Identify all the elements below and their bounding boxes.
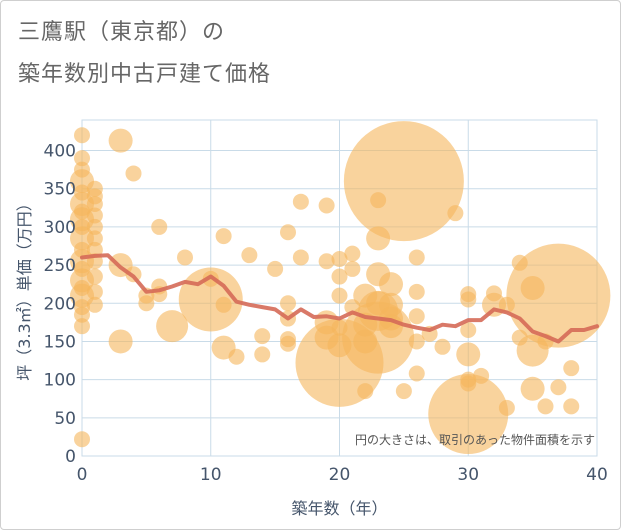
y-tick-label: 300 bbox=[44, 218, 76, 238]
data-bubble bbox=[447, 205, 464, 222]
data-bubble bbox=[563, 398, 580, 415]
x-tick-label: 0 bbox=[77, 465, 88, 485]
data-bubble bbox=[280, 224, 296, 241]
y-tick-label: 150 bbox=[44, 332, 76, 352]
data-bubble bbox=[151, 218, 168, 235]
data-bubble bbox=[86, 296, 103, 313]
data-bubble bbox=[428, 374, 509, 454]
data-bubble bbox=[460, 322, 477, 338]
data-bubble bbox=[86, 196, 103, 212]
data-bubble bbox=[108, 329, 133, 354]
data-bubble bbox=[74, 127, 90, 144]
data-bubble bbox=[395, 383, 412, 400]
data-bubble bbox=[292, 249, 309, 266]
data-bubble bbox=[408, 365, 425, 382]
data-bubble bbox=[86, 218, 103, 235]
data-bubble bbox=[292, 193, 309, 210]
data-bubble bbox=[408, 283, 425, 300]
data-bubble bbox=[70, 226, 94, 251]
data-bubble bbox=[318, 253, 335, 270]
data-bubble bbox=[408, 308, 425, 325]
data-bubble bbox=[254, 328, 271, 345]
data-bubble bbox=[331, 287, 348, 304]
data-bubble bbox=[563, 360, 580, 377]
data-bubble bbox=[86, 207, 103, 224]
data-bubble bbox=[177, 249, 193, 266]
x-tick-label: 20 bbox=[329, 465, 351, 485]
y-axis-label: 坪（3.3㎡）単価（万円） bbox=[15, 195, 34, 380]
bubble-size-note: 円の大きさは、取引のあった物件面積を示す bbox=[355, 432, 595, 447]
data-bubble bbox=[460, 291, 477, 308]
y-tick-label: 200 bbox=[44, 294, 76, 314]
x-tick-label: 40 bbox=[586, 465, 608, 485]
average-price-line bbox=[80, 253, 599, 344]
data-bubble bbox=[550, 379, 567, 396]
data-bubble bbox=[537, 398, 554, 415]
y-tick-label: 250 bbox=[44, 256, 76, 276]
x-axis-label: 築年数（年） bbox=[291, 499, 387, 518]
data-bubble bbox=[408, 249, 425, 266]
data-bubble bbox=[344, 245, 361, 262]
y-tick-label: 350 bbox=[44, 180, 76, 200]
data-bubble bbox=[498, 399, 515, 416]
data-bubble bbox=[74, 431, 90, 448]
chart-title-line1: 三鷹駅（東京都）の bbox=[18, 20, 226, 45]
data-bubble bbox=[280, 295, 296, 312]
x-tick-label: 30 bbox=[457, 465, 479, 485]
data-bubble bbox=[434, 338, 451, 355]
data-bubble bbox=[280, 335, 296, 352]
data-bubble bbox=[456, 342, 481, 367]
data-bubble bbox=[74, 306, 90, 323]
data-bubble bbox=[215, 296, 232, 313]
data-bubble bbox=[520, 376, 545, 401]
x-tick-label: 10 bbox=[200, 465, 222, 485]
data-bubble bbox=[379, 272, 403, 297]
y-tick-label: 50 bbox=[54, 409, 76, 429]
data-bubble bbox=[506, 243, 611, 348]
data-bubble bbox=[344, 260, 361, 277]
data-bubble bbox=[228, 348, 245, 365]
data-bubble bbox=[473, 367, 490, 384]
y-tick-label: 100 bbox=[44, 371, 76, 391]
data-bubble bbox=[86, 283, 103, 300]
data-bubble bbox=[343, 121, 464, 242]
data-bubble bbox=[318, 197, 335, 214]
data-bubble bbox=[86, 230, 103, 247]
data-bubble bbox=[86, 268, 103, 285]
data-bubble bbox=[331, 250, 348, 267]
data-bubble bbox=[108, 128, 133, 153]
data-bubble bbox=[215, 228, 232, 245]
chart-title-line2: 築年数別中古戸建て価格 bbox=[18, 62, 272, 87]
data-bubble bbox=[241, 247, 258, 264]
data-bubble bbox=[125, 165, 142, 182]
data-bubble bbox=[357, 383, 374, 400]
data-bubble bbox=[408, 333, 425, 350]
y-tick-label: 0 bbox=[65, 447, 76, 467]
data-bubble bbox=[331, 268, 348, 285]
data-bubble bbox=[74, 150, 90, 167]
data-bubble bbox=[254, 346, 271, 363]
data-bubble bbox=[267, 260, 284, 277]
data-bubble bbox=[74, 318, 90, 335]
y-tick-label: 400 bbox=[44, 142, 76, 162]
data-bubble bbox=[156, 310, 189, 343]
